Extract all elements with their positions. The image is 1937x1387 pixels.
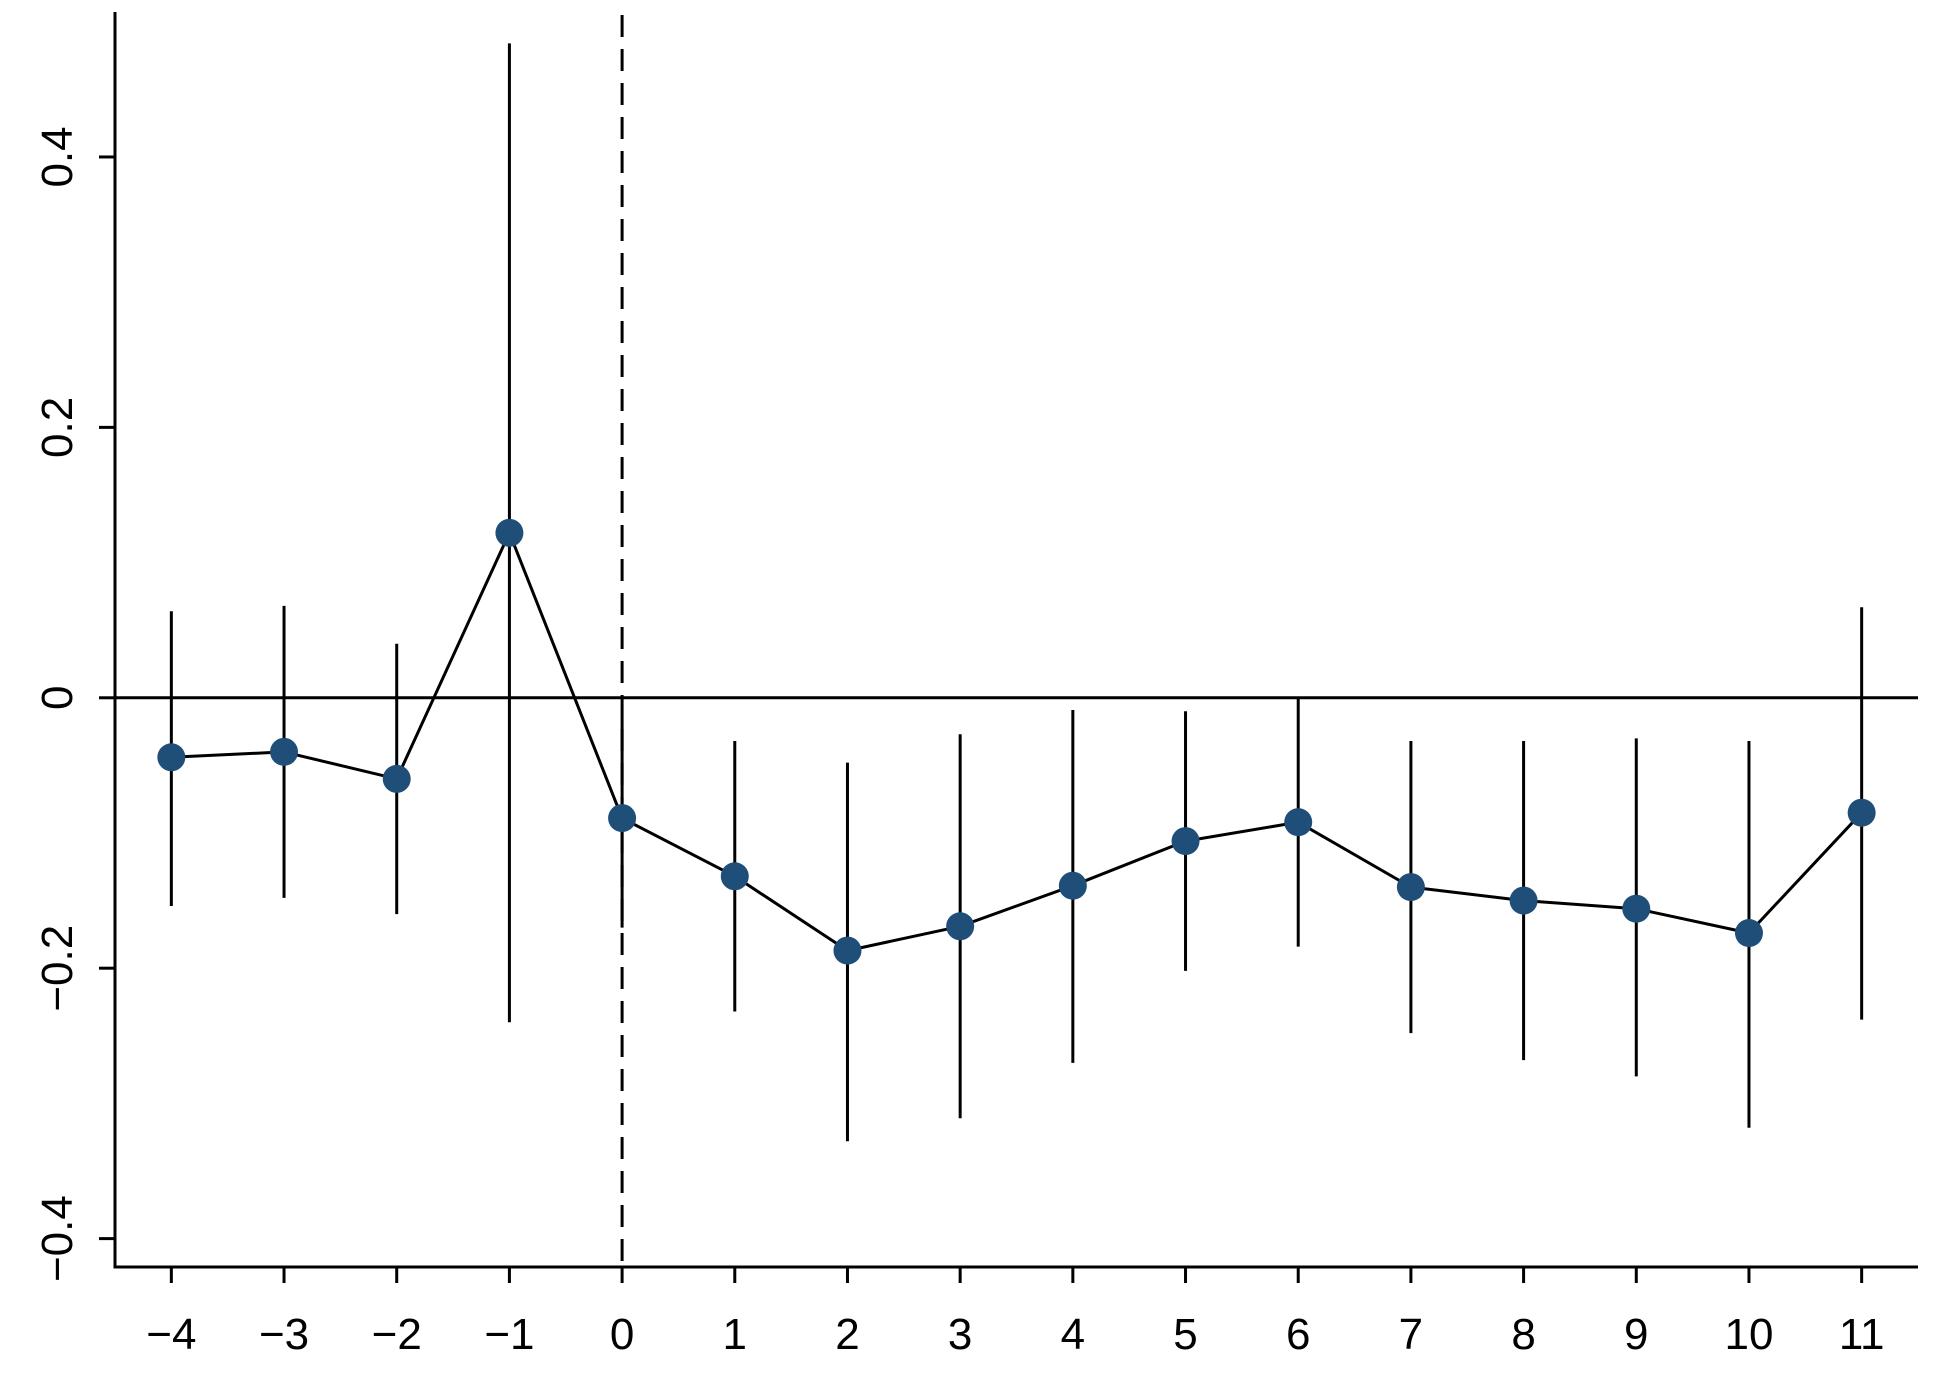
y-tick-label: −0.2 [33,925,82,1012]
series-line-layer [171,531,1863,953]
data-point-4 [1058,871,1087,900]
data-point-2 [833,936,862,965]
x-tick-label: −3 [259,1310,309,1359]
x-tick-label: −4 [146,1310,196,1359]
data-point-9 [1622,894,1651,923]
data-point-10 [1734,919,1763,948]
data-point-6 [1284,808,1313,837]
confidence-intervals [169,43,1864,1142]
x-tick-label: 6 [1286,1310,1310,1359]
data-point--1 [495,518,524,547]
point-markers [157,518,1876,965]
y-tick-label: 0 [33,686,82,710]
data-point-5 [1171,827,1200,856]
x-tick-label: 3 [948,1310,972,1359]
x-tick-label: 5 [1173,1310,1197,1359]
x-tick-label: 10 [1724,1310,1773,1359]
x-tick-label: 1 [723,1310,747,1359]
data-point-7 [1396,873,1425,902]
x-tick-label: −2 [372,1310,422,1359]
x-tick-label: 9 [1624,1310,1648,1359]
data-point--3 [270,737,299,766]
reference-lines [115,15,1918,1267]
data-point-11 [1847,798,1876,827]
series-line [171,531,1863,953]
axes [99,12,1918,1283]
y-tick-label: 0.4 [33,126,82,187]
y-tick-label: 0.2 [33,397,82,458]
x-tick-label: −1 [484,1310,534,1359]
data-point-0 [608,804,637,833]
data-point--2 [382,764,411,793]
x-tick-label: 11 [1839,1310,1885,1359]
x-tick-label: 7 [1399,1310,1423,1359]
data-point-3 [946,912,975,941]
x-tick-label: 8 [1511,1310,1535,1359]
tick-labels: −4 −3 −2 −1 0 1 2 3 4 5 6 7 8 9 10 11 −0.4 −0.2 0 0.2 0.4 [33,126,1885,1359]
data-point-8 [1509,886,1538,915]
data-point-1 [720,862,749,891]
data-point--4 [157,743,186,772]
y-tick-label: −0.4 [33,1195,82,1282]
x-tick-label: 0 [610,1310,634,1359]
x-tick-label: 2 [835,1310,859,1359]
x-tick-label: 4 [1061,1310,1085,1359]
